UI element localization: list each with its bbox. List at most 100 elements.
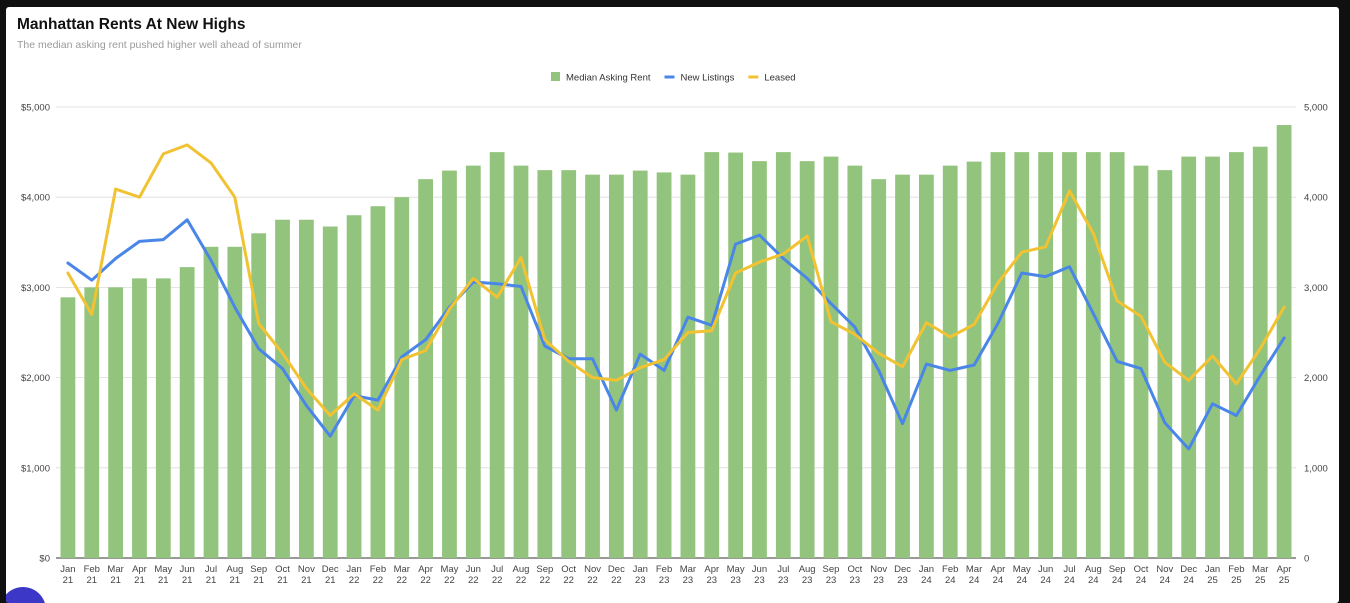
x-tick-label: 22	[468, 575, 479, 586]
bar	[537, 170, 553, 558]
left-axis-tick-label: $3,000	[21, 283, 50, 294]
right-axis-tick-label: 5,000	[1304, 103, 1328, 114]
x-tick-label: Feb	[656, 564, 672, 575]
x-tick-label: Jun	[1038, 564, 1053, 575]
x-tick-label: 24	[1016, 575, 1027, 586]
bar	[251, 233, 267, 558]
x-tick-label: Dec	[608, 564, 625, 575]
x-tick-label: Dec	[322, 564, 339, 575]
x-tick-label: 25	[1279, 575, 1290, 586]
x-tick-label: Oct	[275, 564, 290, 575]
x-tick-label: 23	[778, 575, 789, 586]
bar	[728, 152, 744, 558]
x-tick-label: 22	[396, 575, 407, 586]
x-tick-label: Mar	[107, 564, 123, 575]
x-tick-label: 24	[969, 575, 980, 586]
x-tick-label: Nov	[870, 564, 887, 575]
x-tick-label: 23	[730, 575, 741, 586]
bar	[227, 246, 243, 558]
x-tick-label: 21	[86, 575, 97, 586]
x-tick-label: 25	[1207, 575, 1218, 586]
x-tick-label: 23	[706, 575, 717, 586]
legend-label: Median Asking Rent	[566, 73, 651, 84]
x-tick-label: Feb	[1228, 564, 1244, 575]
bar	[1276, 125, 1292, 558]
right-axis-tick-label: 0	[1304, 554, 1309, 565]
x-tick-label: Apr	[991, 564, 1006, 575]
x-tick-label: Mar	[394, 564, 410, 575]
left-axis-tick-label: $2,000	[21, 373, 50, 384]
x-tick-label: Jan	[919, 564, 934, 575]
bar	[632, 170, 648, 558]
bar	[513, 165, 529, 558]
bar	[1109, 152, 1125, 558]
x-tick-label: 24	[1088, 575, 1099, 586]
bar	[132, 278, 147, 558]
bar	[585, 174, 600, 558]
legend-swatch	[551, 72, 560, 81]
x-tick-label: 21	[253, 575, 264, 586]
bar	[60, 297, 76, 558]
bar	[1014, 152, 1030, 558]
x-tick-label: Aug	[226, 564, 243, 575]
bar	[1228, 152, 1244, 558]
legend-label: New Listings	[681, 73, 735, 84]
x-tick-label: 23	[659, 575, 670, 586]
x-tick-label: 21	[277, 575, 288, 586]
bar	[179, 267, 195, 558]
x-tick-label: 22	[540, 575, 551, 586]
x-tick-label: Nov	[1156, 564, 1173, 575]
x-tick-label: 24	[1136, 575, 1147, 586]
x-tick-label: 22	[373, 575, 384, 586]
x-tick-label: Jan	[346, 564, 361, 575]
left-axis-tick-label: $4,000	[21, 193, 50, 204]
bar	[847, 165, 863, 558]
x-tick-label: 22	[444, 575, 455, 586]
x-tick-label: Jul	[777, 564, 789, 575]
x-tick-label: Mar	[966, 564, 982, 575]
x-tick-label: Jul	[1063, 564, 1075, 575]
x-tick-label: 24	[1183, 575, 1194, 586]
axes: $0 0 $1,000 1,000 $2,000 2,000 $3,000 3,000 $4,0…	[21, 103, 1328, 587]
x-tick-label: Jun	[179, 564, 194, 575]
x-tick-label: 24	[1040, 575, 1051, 586]
bar	[1252, 146, 1268, 559]
x-tick-label: Aug	[513, 564, 530, 575]
avatar-bubble	[6, 587, 46, 603]
x-tick-label: May	[154, 564, 172, 575]
bar	[680, 174, 696, 558]
bar	[418, 179, 434, 558]
bar	[155, 278, 171, 558]
x-tick-label: Jun	[466, 564, 481, 575]
x-tick-label: Jul	[491, 564, 503, 575]
x-tick-label: Apr	[132, 564, 147, 575]
legend: Median Asking Rent New Listings Leased	[551, 72, 796, 84]
x-tick-label: 22	[611, 575, 622, 586]
x-tick-label: 24	[993, 575, 1004, 586]
x-tick-label: 24	[1064, 575, 1075, 586]
x-tick-label: 24	[945, 575, 956, 586]
chart-title: Manhattan Rents At New Highs	[17, 16, 246, 33]
x-tick-label: Dec	[894, 564, 911, 575]
bar	[942, 165, 958, 558]
bar	[84, 287, 100, 558]
x-tick-label: 22	[420, 575, 431, 586]
x-tick-label: Oct	[847, 564, 862, 575]
right-axis-tick-label: 2,000	[1304, 373, 1328, 384]
x-tick-label: Jan	[1205, 564, 1220, 575]
x-tick-label: Mar	[1252, 564, 1268, 575]
x-tick-label: 24	[1112, 575, 1123, 586]
x-tick-label: Dec	[1180, 564, 1197, 575]
chart-subtitle: The median asking rent pushed higher wel…	[17, 39, 302, 51]
line-series	[66, 143, 1286, 451]
x-tick-label: May	[1013, 564, 1031, 575]
x-tick-label: Apr	[418, 564, 433, 575]
combo-chart: $0 0 $1,000 1,000 $2,000 2,000 $3,000 3,000 $4,0…	[21, 72, 1328, 587]
bar	[370, 206, 386, 558]
x-tick-label: 22	[492, 575, 503, 586]
x-tick-label: 22	[587, 575, 598, 586]
x-tick-label: 21	[134, 575, 145, 586]
x-tick-label: Sep	[250, 564, 267, 575]
x-tick-label: Jul	[205, 564, 217, 575]
bar	[1062, 152, 1077, 558]
